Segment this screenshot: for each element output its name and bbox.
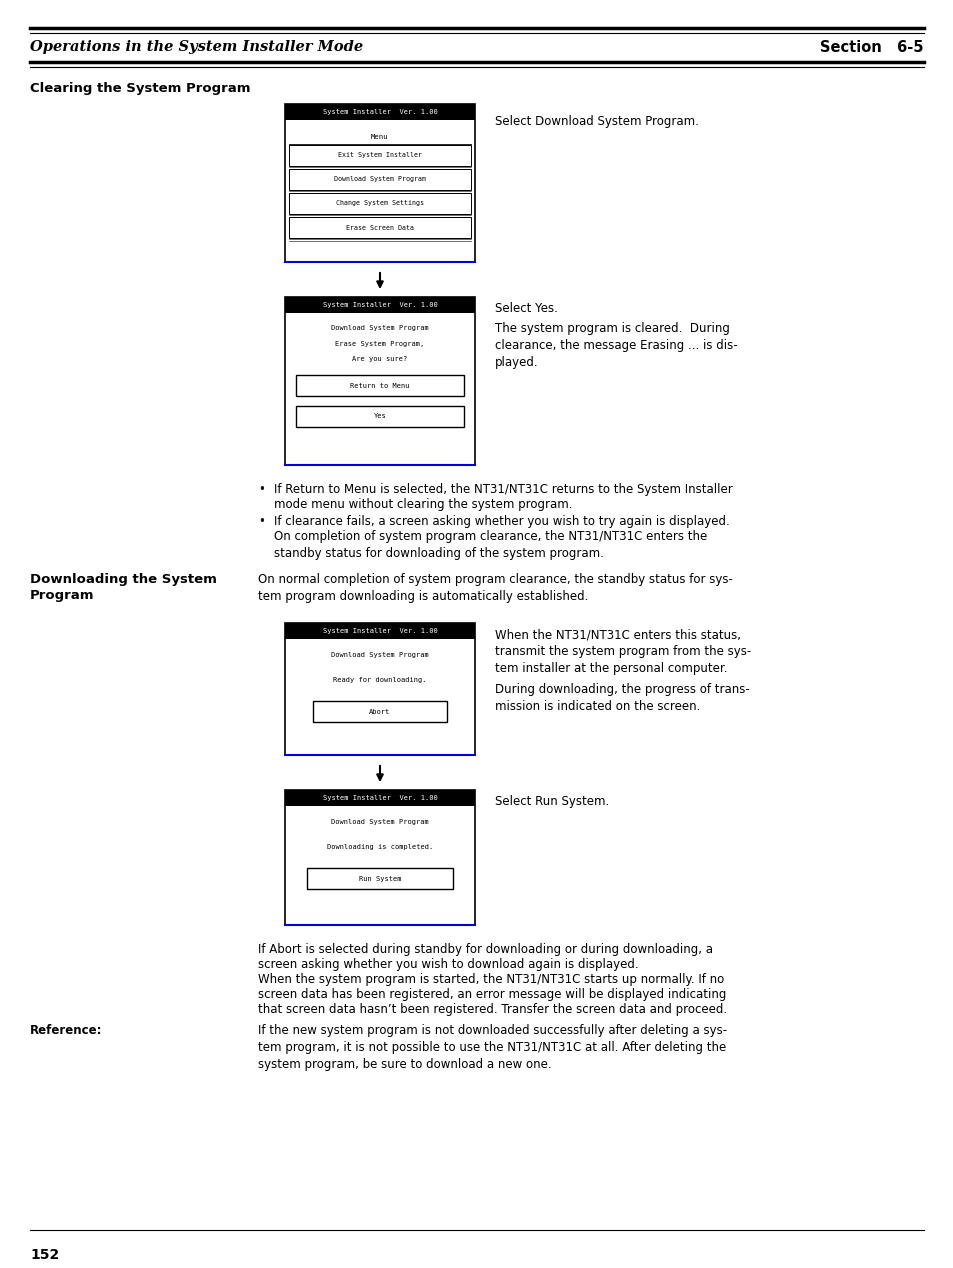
Text: Download System Program: Download System Program (331, 819, 429, 825)
Text: Reference:: Reference: (30, 1025, 102, 1037)
Bar (307, 869, 453, 889)
Text: Operations in the System Installer Mode: Operations in the System Installer Mode (30, 41, 363, 55)
Text: System Installer  Ver. 1.00: System Installer Ver. 1.00 (322, 302, 436, 308)
Bar (285, 790, 475, 806)
Text: Erase Screen Data: Erase Screen Data (346, 224, 414, 231)
Text: Downloading the System
Program: Downloading the System Program (30, 573, 216, 602)
Text: Change System Settings: Change System Settings (335, 200, 423, 207)
Text: Erase System Program,: Erase System Program, (335, 341, 424, 347)
Bar (285, 297, 475, 313)
Bar (285, 623, 475, 639)
Text: that screen data hasn’t been registered. Transfer the screen data and proceed.: that screen data hasn’t been registered.… (257, 1003, 726, 1016)
Bar (289, 217, 471, 238)
Text: Run System: Run System (358, 875, 401, 881)
Text: When the NT31/NT31C enters this status,
transmit the system program from the sys: When the NT31/NT31C enters this status, … (495, 628, 750, 675)
Text: Select Run System.: Select Run System. (495, 795, 609, 808)
Bar (289, 169, 471, 190)
Text: When the system program is started, the NT31/NT31C starts up normally. If no: When the system program is started, the … (257, 973, 723, 987)
Bar (295, 375, 463, 396)
Text: Section   6-5: Section 6-5 (820, 41, 923, 55)
Text: •: • (257, 515, 265, 527)
Text: System Installer  Ver. 1.00: System Installer Ver. 1.00 (322, 109, 436, 115)
Text: 152: 152 (30, 1248, 59, 1262)
Text: mode menu without clearing the system program.: mode menu without clearing the system pr… (274, 498, 572, 511)
Text: If clearance fails, a screen asking whether you wish to try again is displayed.: If clearance fails, a screen asking whet… (274, 515, 729, 527)
Text: System Installer  Ver. 1.00: System Installer Ver. 1.00 (322, 795, 436, 801)
Bar (313, 701, 447, 721)
Text: Return to Menu: Return to Menu (350, 383, 410, 388)
Text: Select Yes.: Select Yes. (495, 302, 558, 314)
Text: Download System Program: Download System Program (331, 652, 429, 658)
Text: The system program is cleared.  During
clearance, the message Erasing ... is dis: The system program is cleared. During cl… (495, 322, 737, 369)
Text: Exit System Installer: Exit System Installer (337, 152, 421, 158)
Text: System Installer  Ver. 1.00: System Installer Ver. 1.00 (322, 628, 436, 634)
Text: Are you sure?: Are you sure? (352, 356, 407, 361)
Bar (285, 104, 475, 120)
Text: If Return to Menu is selected, the NT31/NT31C returns to the System Installer: If Return to Menu is selected, the NT31/… (274, 483, 732, 496)
Text: If Abort is selected during standby for downloading or during downloading, a: If Abort is selected during standby for … (257, 943, 712, 956)
Text: During downloading, the progress of trans-
mission is indicated on the screen.: During downloading, the progress of tran… (495, 683, 749, 713)
Text: Clearing the System Program: Clearing the System Program (30, 82, 251, 95)
Text: Download System Program: Download System Program (331, 325, 429, 331)
Bar (295, 406, 463, 427)
Text: screen asking whether you wish to download again is displayed.: screen asking whether you wish to downlo… (257, 959, 638, 971)
Text: Ready for downloading.: Ready for downloading. (333, 677, 426, 683)
Text: Download System Program: Download System Program (334, 176, 426, 183)
Text: Select Download System Program.: Select Download System Program. (495, 115, 699, 128)
Text: Downloading is completed.: Downloading is completed. (327, 844, 433, 850)
Bar (285, 104, 475, 262)
Text: •: • (257, 483, 265, 496)
Text: On normal completion of system program clearance, the standby status for sys-
te: On normal completion of system program c… (257, 573, 732, 604)
Text: Menu: Menu (371, 134, 388, 139)
Text: If the new system program is not downloaded successfully after deleting a sys-
t: If the new system program is not downloa… (257, 1025, 726, 1071)
Bar (285, 297, 475, 465)
Text: Yes: Yes (374, 413, 386, 420)
Text: screen data has been registered, an error message will be displayed indicating: screen data has been registered, an erro… (257, 988, 725, 1000)
Bar (289, 193, 471, 214)
Text: Abort: Abort (369, 709, 390, 714)
Text: On completion of system program clearance, the NT31/NT31C enters the
standby sta: On completion of system program clearanc… (274, 530, 706, 560)
Bar (289, 145, 471, 166)
Bar (285, 623, 475, 754)
Bar (285, 790, 475, 924)
